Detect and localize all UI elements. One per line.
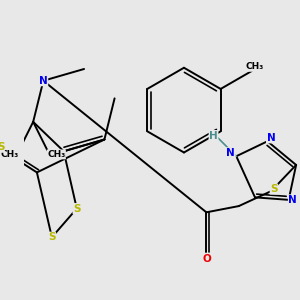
Text: S: S: [0, 142, 4, 152]
Text: S: S: [48, 232, 56, 242]
Text: S: S: [270, 184, 278, 194]
Text: N: N: [288, 195, 297, 205]
Text: S: S: [73, 204, 80, 214]
Text: N: N: [39, 76, 48, 86]
Text: H: H: [209, 130, 218, 140]
Text: N: N: [226, 148, 235, 158]
Text: O: O: [203, 254, 212, 264]
Text: CH₃: CH₃: [47, 150, 65, 159]
Text: CH₃: CH₃: [1, 150, 19, 159]
Text: N: N: [266, 133, 275, 143]
Text: CH₃: CH₃: [245, 62, 264, 71]
